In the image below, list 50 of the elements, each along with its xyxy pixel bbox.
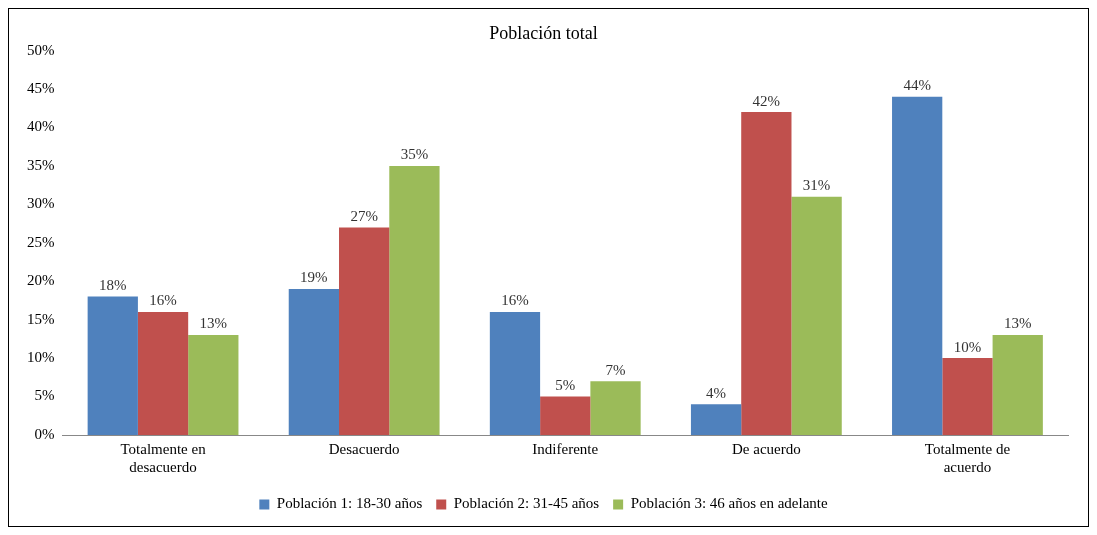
legend-label: Población 1: 18-30 años [276, 495, 423, 512]
text: 35% [400, 146, 429, 163]
text: 27% [350, 207, 378, 224]
y-tick-label: 40% [27, 118, 55, 135]
x-tick-label: Desacuerdo [328, 440, 400, 457]
x-tick-label: De acuerdo [731, 440, 801, 457]
text: 31% [802, 177, 831, 194]
text: 7% [605, 361, 626, 378]
text: 16% [149, 292, 177, 309]
bar [892, 96, 943, 435]
text: 13% [1003, 315, 1032, 332]
bar [690, 404, 742, 435]
legend-label: Población 2: 31-45 años [453, 495, 600, 512]
bar [540, 396, 591, 435]
text: 42% [752, 92, 781, 109]
bar [992, 335, 1043, 435]
text: 19% [300, 269, 328, 286]
bar [741, 112, 792, 435]
bar [389, 165, 440, 435]
y-tick-label: 35% [27, 156, 55, 173]
x-tick-label: Totalmente de acuerdo [924, 440, 1011, 475]
bar [188, 335, 239, 435]
bar [942, 358, 993, 435]
text: 10% [953, 338, 982, 355]
bar [288, 288, 340, 435]
y-tick-label: 30% [27, 195, 55, 212]
x-tick-label: Totalmente en desacuerdo [120, 440, 207, 475]
bar [137, 311, 189, 435]
text: 13% [199, 315, 228, 332]
text: 44% [903, 77, 931, 94]
bar [339, 227, 390, 435]
bar [489, 311, 541, 435]
bar [791, 196, 842, 435]
y-tick-label: 50% [27, 41, 55, 58]
x-tick-label: Indiferente [532, 440, 599, 457]
text: 5% [555, 377, 576, 393]
y-tick-label: 25% [27, 233, 55, 250]
y-tick-label: 0% [34, 425, 55, 442]
y-tick-label: 45% [27, 79, 55, 96]
y-tick-label: 10% [27, 349, 55, 366]
text: 18% [99, 277, 127, 294]
y-tick-label: 20% [27, 272, 55, 289]
text: 4% [706, 384, 727, 401]
legend-label: Población 3: 46 años en adelante [630, 495, 829, 512]
y-tick-label: 15% [27, 310, 55, 327]
bar [87, 296, 138, 435]
y-tick-label: 5% [34, 387, 55, 404]
text: 16% [501, 292, 529, 309]
bar [590, 381, 641, 435]
chart-title: Población total [489, 22, 598, 43]
